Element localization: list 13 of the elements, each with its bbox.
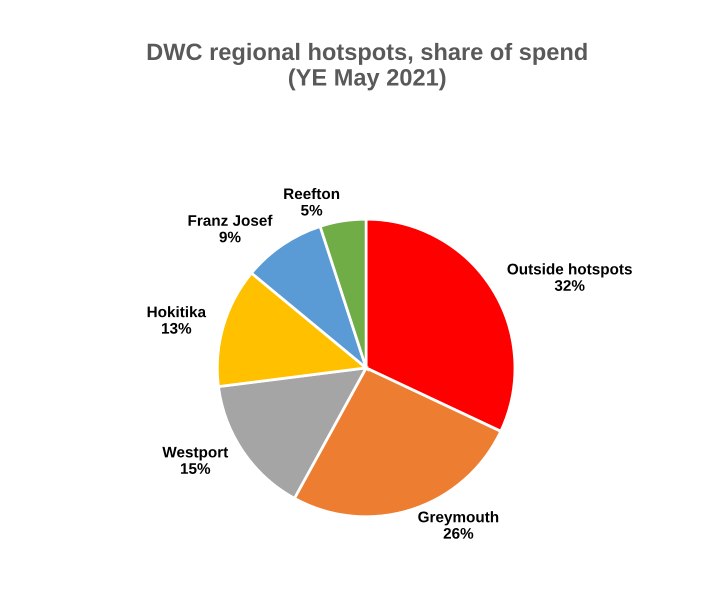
- data-label: 5%: [301, 204, 322, 216]
- slice-label: Westport: [162, 446, 228, 461]
- data-label: 13%: [162, 322, 192, 334]
- data-label: 15%: [180, 463, 210, 474]
- data-label: 9%: [219, 232, 241, 242]
- slice-label: Franz Josef: [188, 214, 272, 226]
- chart-title: DWC regional hotspots, share of spend (YE May 2021): [148, 42, 587, 90]
- data-label: 26%: [444, 528, 474, 539]
- data-label: 32%: [554, 280, 585, 291]
- slice-label: Hokitika: [148, 306, 206, 318]
- slice-label: Reefton: [284, 188, 340, 200]
- slice-label: Greymouth: [418, 511, 498, 526]
- slice-label: Outside hotspots: [508, 263, 632, 278]
